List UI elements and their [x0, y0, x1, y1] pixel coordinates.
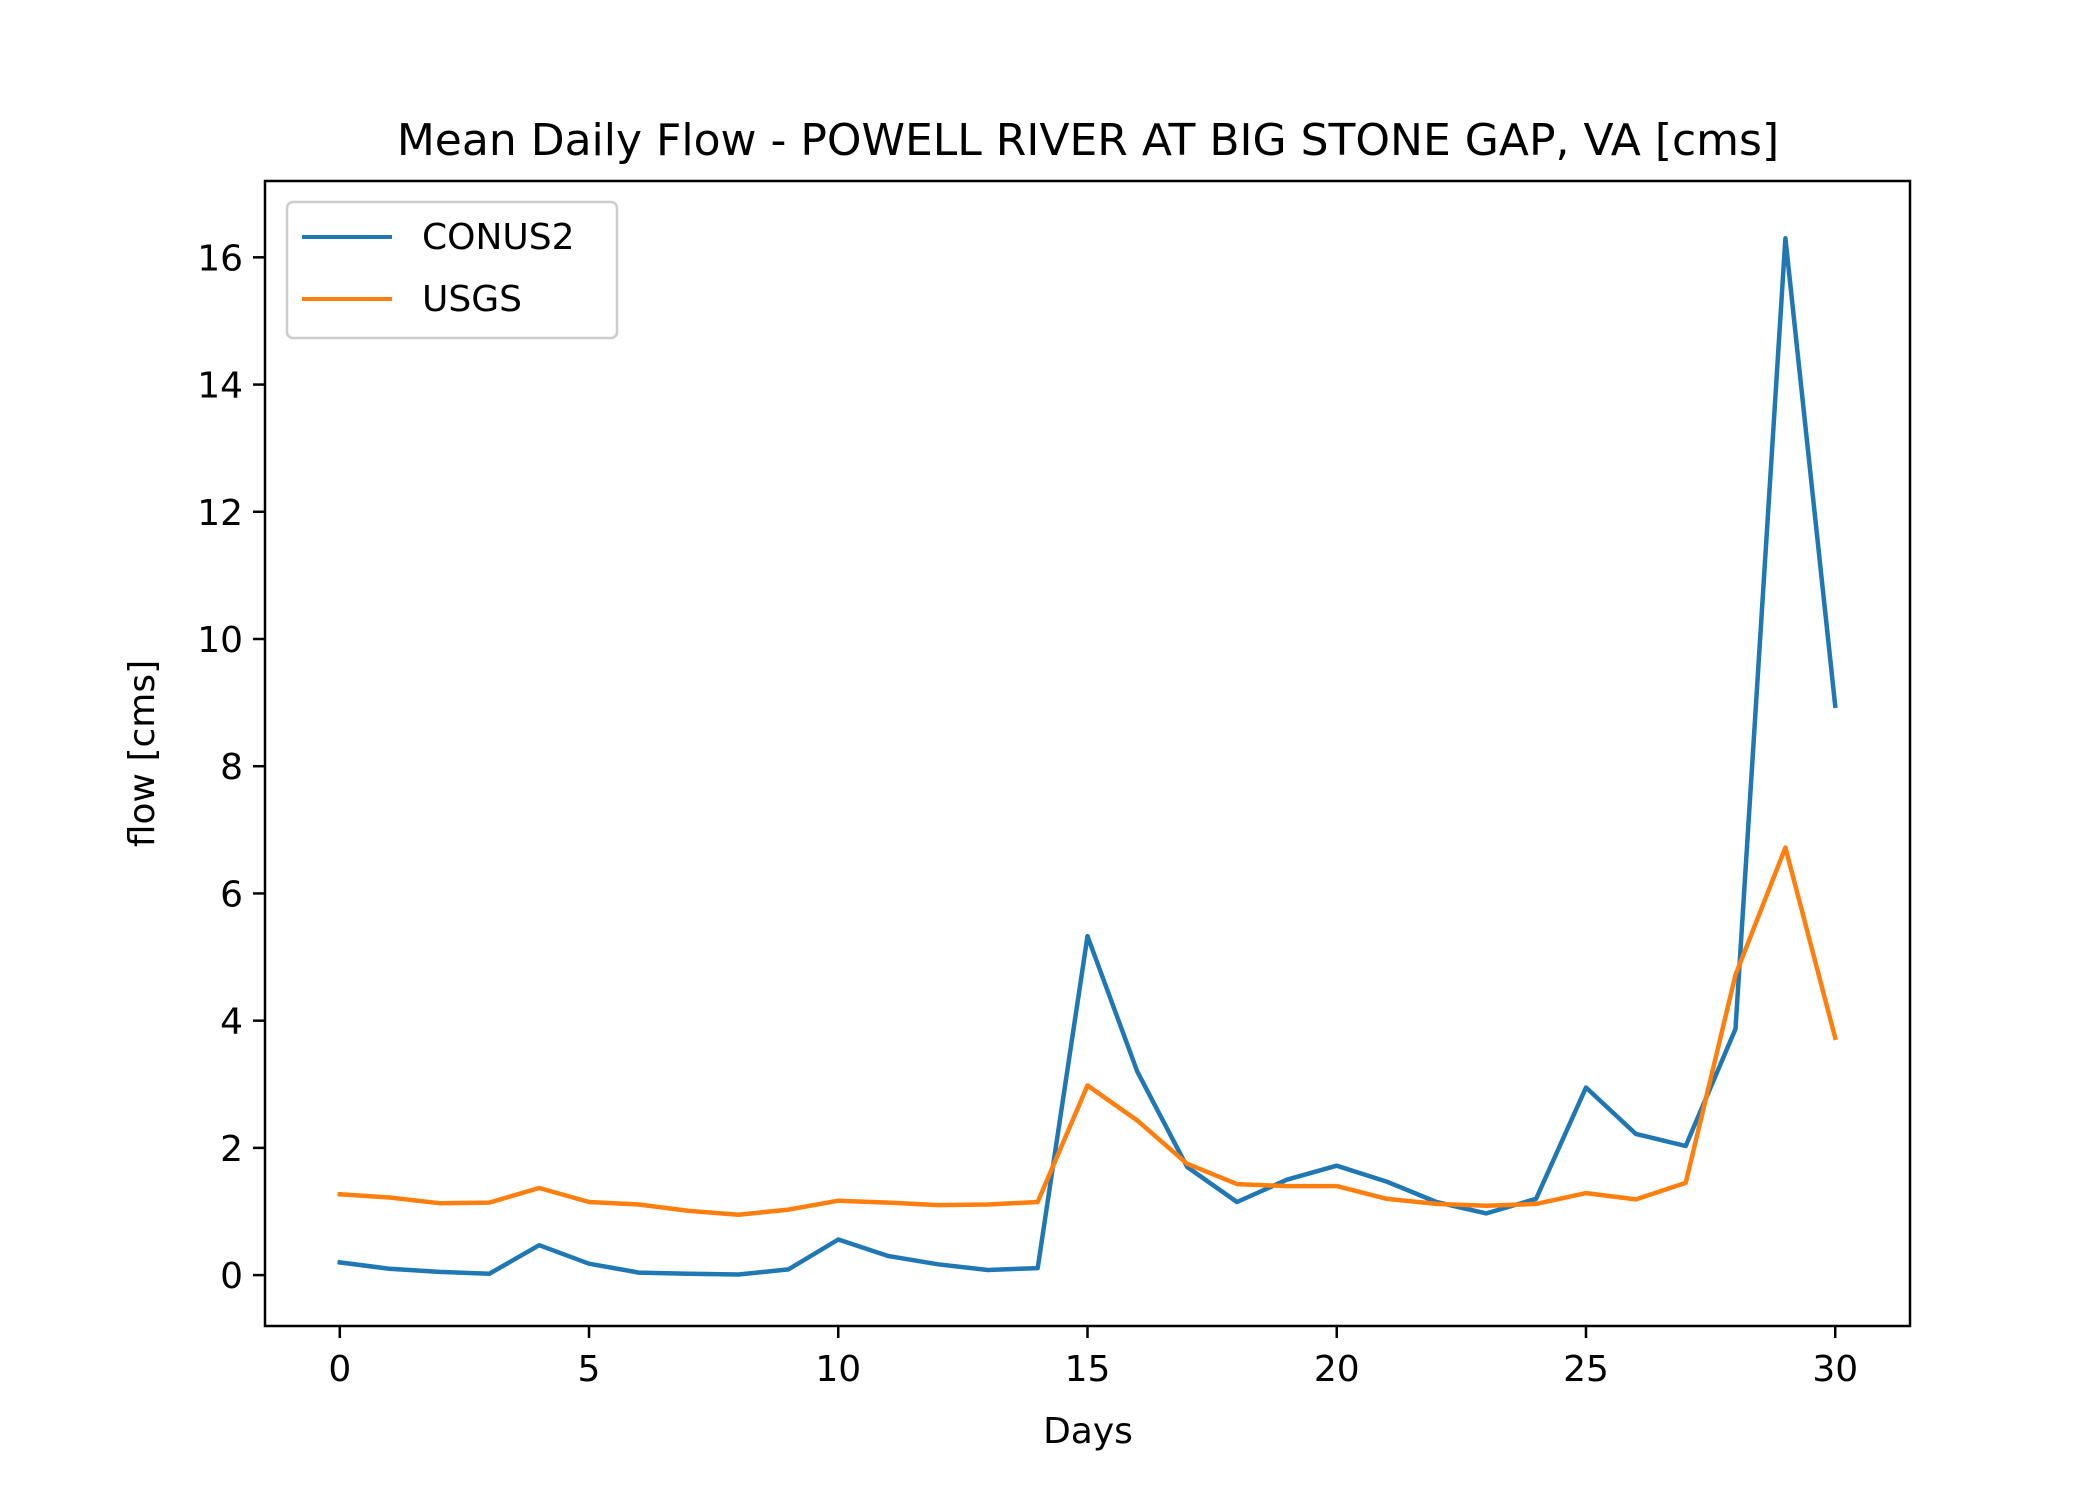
y-tick-label: 12	[197, 493, 243, 534]
x-axis-label: Days	[1043, 1411, 1133, 1452]
y-axis-label: flow [cms]	[122, 660, 163, 847]
x-tick-label: 15	[1065, 1349, 1111, 1390]
y-axis: 0 2 4 6 8 10 12 14 16	[197, 238, 265, 1297]
legend-label-usgs: USGS	[422, 279, 522, 320]
y-tick-label: 8	[220, 747, 243, 788]
y-tick-label: 16	[197, 238, 243, 279]
y-tick-label: 6	[220, 874, 243, 915]
legend-label-conus2: CONUS2	[422, 217, 575, 258]
series-line-conus2	[337, 236, 1838, 1277]
legend: CONUS2 USGS	[285, 200, 619, 340]
y-tick-label: 2	[220, 1129, 243, 1170]
y-tick-label: 14	[197, 366, 243, 407]
x-tick-label: 10	[815, 1349, 861, 1390]
x-tick-label: 5	[578, 1349, 601, 1390]
x-tick-label: 25	[1563, 1349, 1609, 1390]
y-tick-label: 4	[220, 1002, 243, 1043]
chart-title: Mean Daily Flow - POWELL RIVER AT BIG ST…	[397, 115, 1779, 166]
y-tick-label: 0	[220, 1256, 243, 1297]
x-tick-label: 20	[1314, 1349, 1360, 1390]
x-tick-label: 30	[1812, 1349, 1858, 1390]
plot-area	[337, 236, 1838, 1277]
y-tick-label: 10	[197, 620, 243, 661]
x-axis: 0 5 10 15 20 25 30	[328, 1326, 1858, 1390]
series-line-usgs	[337, 845, 1838, 1217]
x-tick-label: 0	[328, 1349, 351, 1390]
